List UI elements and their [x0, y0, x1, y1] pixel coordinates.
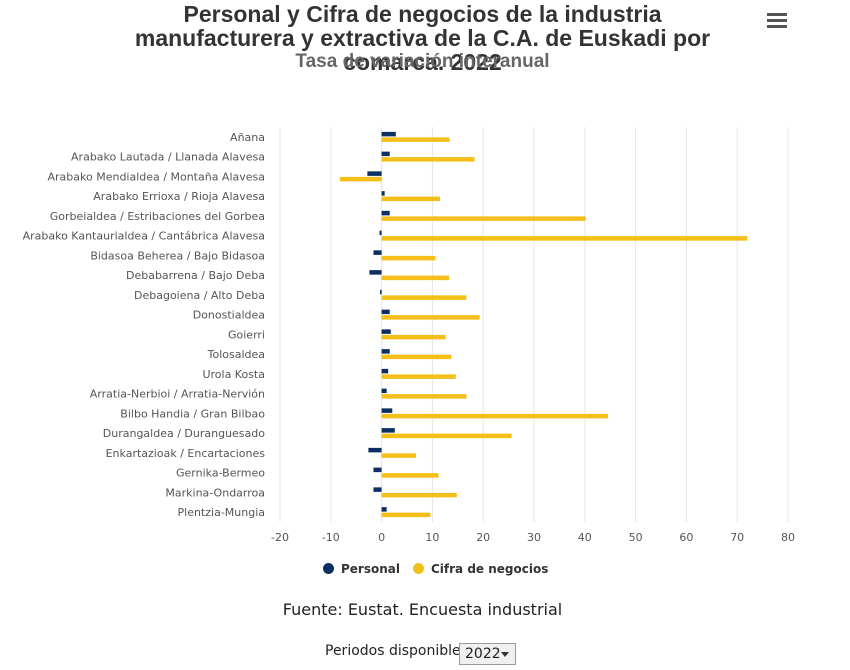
x-tick-label: -20 [271, 531, 289, 544]
bar-personal [381, 349, 390, 354]
bar-personal [380, 289, 382, 295]
category-label: Plentzia-Mungia [178, 506, 266, 519]
bar-cifra-de-negocios [381, 394, 467, 399]
bar-cifra-de-negocios [381, 216, 586, 221]
legend-item-personal[interactable]: Personal [323, 562, 400, 576]
bar-cifra-de-negocios [381, 413, 609, 419]
source-note: Fuente: Eustat. Encuesta industrial [282, 600, 563, 619]
bar-personal [373, 467, 382, 473]
bar-cifra-de-negocios [339, 176, 382, 182]
category-label: Arabako Kantaurialdea / Cantábrica Alave… [23, 230, 265, 243]
category-label: Bilbo Handia / Gran Bilbao [120, 407, 265, 420]
period-select-value: 2022 [465, 646, 501, 662]
category-label: Enkartazioak / Encartaciones [106, 447, 266, 460]
x-tick-label: 80 [781, 531, 795, 544]
category-label: Urola Kosta [202, 368, 265, 381]
x-tick-label: 20 [476, 531, 490, 544]
chart-title: Personal y Cifra de negocios de la indus… [100, 2, 745, 74]
bar-cifra-de-negocios [381, 374, 456, 379]
bar-cifra-de-negocios [381, 157, 475, 162]
bar-chart: -20 -10 0 10 20 30 40 50 60 70 80 Añana Arabako Laut… [23, 127, 795, 544]
bar-cifra-de-negocios [381, 275, 450, 281]
bar-personal [381, 309, 390, 315]
category-label: Debagoiena / Alto Deba [134, 289, 265, 302]
bar-cifra-de-negocios [381, 492, 457, 498]
category-label: Markina-Ondarroa [165, 486, 265, 499]
category-label: Arabako Errioxa / Rioja Alavesa [93, 190, 265, 203]
category-label: Bidasoa Beherea / Bajo Bidasoa [90, 249, 265, 262]
category-label: Arabako Mendialdea / Montaña Alavesa [48, 170, 266, 183]
x-tick-label: 0 [378, 531, 385, 544]
category-label: Gernika-Bermeo [176, 467, 265, 480]
periods-label: Periodos disponibles [325, 643, 468, 659]
legend-item-cifra-de-negocios[interactable]: Cifra de negocios [413, 562, 548, 576]
bar-personal [381, 368, 389, 374]
bar-personal [381, 191, 385, 196]
chart-title-line-1: Personal y Cifra de negocios de la indus… [183, 1, 662, 27]
chevron-down-icon [501, 652, 509, 657]
category-label: Tolosaldea [207, 348, 265, 361]
x-tick-label: 30 [527, 531, 541, 544]
bar-personal [373, 250, 382, 255]
category-label: Donostialdea [193, 309, 265, 322]
period-select[interactable]: 2022 [459, 643, 516, 665]
bar-cifra-de-negocios [381, 433, 512, 439]
x-tick-label: 10 [425, 531, 439, 544]
chart-title-line-2: manufacturera y extractiva de la C.A. de… [134, 25, 711, 51]
x-tick-label: -10 [322, 531, 340, 544]
category-label: Arratia-Nerbioi / Arratia-Nervión [90, 388, 265, 401]
bar-personal [368, 447, 382, 453]
bar-personal [379, 230, 382, 236]
chart-subtitle: Tasa de variación interanual [295, 51, 550, 72]
bar-cifra-de-negocios [381, 315, 480, 320]
category-label: Gorbeialdea / Estribaciones del Gorbea [50, 210, 265, 223]
category-label: Goierri [228, 328, 265, 341]
bar-cifra-de-negocios [381, 334, 446, 340]
bar-cifra-de-negocios [381, 354, 452, 360]
bar-personal [369, 270, 382, 275]
bar-personal [381, 507, 387, 512]
bar-cifra-de-negocios [381, 473, 439, 478]
hamburger-menu-icon[interactable] [765, 10, 789, 32]
bar-personal [373, 487, 382, 492]
bar-personal [381, 428, 395, 433]
bar-cifra-de-negocios [381, 512, 431, 518]
x-tick-label: 70 [730, 531, 744, 544]
x-tick-label: 40 [578, 531, 592, 544]
bar-personal [367, 171, 382, 176]
legend-swatch-personal [323, 563, 334, 574]
bar-personal [381, 388, 387, 394]
x-tick-label: 60 [679, 531, 693, 544]
x-tick-label: 50 [629, 531, 643, 544]
bar-personal [381, 210, 390, 216]
bar-personal [381, 329, 391, 334]
bar-personal [381, 131, 396, 137]
category-label: Arabako Lautada / Llanada Alavesa [71, 151, 265, 164]
bar-cifra-de-negocios [381, 255, 436, 261]
bar-cifra-de-negocios [381, 295, 467, 300]
bar-cifra-de-negocios [381, 196, 441, 202]
legend-swatch-cifra-de-negocios [413, 563, 424, 574]
category-label: Debabarrena / Bajo Deba [126, 269, 265, 282]
legend-label-personal: Personal [341, 562, 400, 576]
chart-title-line-3: comarca. 2022 [343, 49, 502, 75]
bar-cifra-de-negocios [381, 453, 417, 458]
bar-personal [381, 408, 393, 413]
bar-personal [381, 151, 390, 157]
bar-cifra-de-negocios [381, 236, 748, 241]
category-label: Añana [230, 131, 265, 144]
category-label: Durangaldea / Duranguesado [103, 427, 265, 440]
legend-label-cifra-de-negocios: Cifra de negocios [431, 562, 549, 576]
bar-cifra-de-negocios [381, 137, 450, 142]
